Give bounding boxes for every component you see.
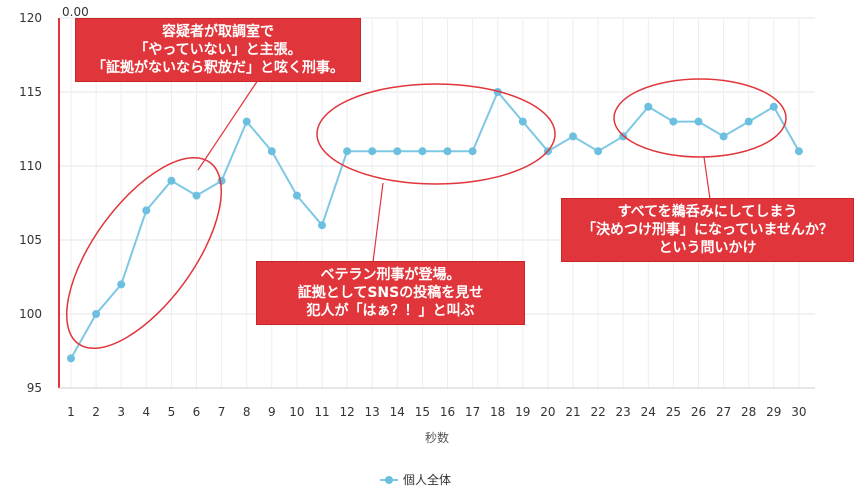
y-tick-label: 120: [19, 11, 42, 25]
x-tick-label: 6: [193, 405, 201, 419]
highlight-ellipse-rise: [65, 156, 223, 350]
data-point[interactable]: [744, 117, 753, 126]
data-point[interactable]: [569, 132, 577, 141]
data-point[interactable]: [368, 147, 377, 156]
data-point[interactable]: [343, 147, 352, 156]
x-tick-label: 5: [168, 405, 176, 419]
annotation-line: 容疑者が取調室で: [162, 24, 274, 40]
legend-label: 個人全体: [403, 472, 451, 487]
x-tick-label: 7: [218, 405, 226, 419]
data-point[interactable]: [393, 147, 402, 156]
data-point[interactable]: [719, 132, 728, 141]
y-tick-label: 95: [27, 381, 42, 395]
y-tick-label: 105: [19, 233, 42, 247]
data-point[interactable]: [242, 117, 251, 126]
x-tick-label: 1: [67, 405, 75, 419]
x-axis-title: 秒数: [425, 430, 449, 445]
x-tick-label: 19: [515, 405, 530, 419]
pointer-line: [703, 156, 711, 200]
data-point[interactable]: [443, 147, 452, 156]
annotation-line: 犯人が「はぁ？！」と叫ぶ: [306, 303, 475, 319]
x-tick-label: 27: [716, 405, 731, 419]
y-axis-ticks: 95 100 105 110 115 120: [19, 11, 42, 395]
data-point[interactable]: [67, 354, 75, 363]
x-tick-label: 16: [440, 405, 455, 419]
x-tick-label: 17: [465, 405, 480, 419]
data-point[interactable]: [769, 102, 778, 111]
x-tick-label: 22: [590, 405, 605, 419]
data-point[interactable]: [418, 147, 427, 156]
data-point[interactable]: [644, 102, 653, 111]
pointer-line: [197, 79, 259, 171]
data-point[interactable]: [167, 176, 176, 185]
highlight-ellipse-plateau: [316, 83, 556, 185]
annotation-line: ベテラン刑事が登場。: [320, 267, 461, 283]
x-tick-label: 9: [268, 405, 276, 419]
x-tick-label: 20: [540, 405, 555, 419]
x-tick-label: 13: [365, 405, 380, 419]
y-tick-label: 100: [19, 307, 42, 321]
x-tick-label: 21: [565, 405, 580, 419]
data-point[interactable]: [468, 147, 477, 156]
annotation-line: 証拠としてSNSの投稿を見せ: [297, 285, 484, 301]
x-tick-label: 11: [314, 405, 329, 419]
annotation-veteran: ベテラン刑事が登場。 証拠としてSNSの投稿を見せ 犯人が「はぁ？！」と叫ぶ: [256, 261, 525, 325]
x-tick-label: 30: [791, 405, 806, 419]
x-tick-label: 29: [766, 405, 781, 419]
highlight-layer: [65, 78, 787, 350]
data-point[interactable]: [217, 176, 226, 185]
data-point[interactable]: [518, 117, 527, 126]
data-point[interactable]: [117, 280, 126, 289]
x-tick-label: 26: [691, 405, 706, 419]
data-point[interactable]: [292, 191, 301, 200]
data-point[interactable]: [192, 191, 201, 200]
legend[interactable]: 個人全体: [380, 472, 451, 487]
x-tick-label: 3: [117, 405, 125, 419]
annotation-question: すべてを鵜呑みにしてしまう 「決めつけ刑事」になっていませんか？ という問いかけ: [561, 198, 854, 262]
x-tick-label: 15: [415, 405, 430, 419]
data-point[interactable]: [142, 206, 151, 215]
pointer-line: [372, 182, 384, 263]
x-tick-label: 4: [142, 405, 150, 419]
cursor-readout: 0.00: [62, 5, 89, 19]
y-tick-label: 115: [19, 85, 42, 99]
x-tick-label: 12: [339, 405, 354, 419]
annotation-line: 「決めつけ刑事」になっていませんか？: [582, 222, 833, 238]
x-tick-label: 24: [641, 405, 656, 419]
x-axis-ticks: 1 2 3 4 5 6 7 8 9 10 11 12 13 14 15 16 17 18 19 20 21 22 23 24 2…: [67, 405, 806, 419]
x-tick-label: 25: [666, 405, 681, 419]
series-line: [70, 90, 800, 359]
x-tick-label: 10: [289, 405, 304, 419]
annotation-line: という問いかけ: [658, 240, 757, 256]
x-tick-label: 2: [92, 405, 100, 419]
legend-marker-swatch: [385, 476, 393, 484]
x-tick-label: 23: [616, 405, 631, 419]
data-point[interactable]: [669, 117, 678, 126]
data-point[interactable]: [267, 147, 276, 156]
data-point[interactable]: [594, 147, 603, 156]
annotation-line: すべてを鵜呑みにしてしまう: [617, 204, 798, 220]
annotation-line: 「やっていない」と主張。: [134, 42, 302, 58]
x-tick-label: 8: [243, 405, 251, 419]
series-layer: [67, 88, 803, 363]
data-point[interactable]: [92, 310, 101, 318]
x-tick-label: 28: [741, 405, 756, 419]
data-point[interactable]: [318, 221, 326, 230]
highlight-ellipse-peaks: [613, 78, 787, 158]
y-tick-label: 110: [19, 159, 42, 173]
annotation-suspect: 容疑者が取調室で 「やっていない」と主張。 「証拠がないなら釈放だ」と呟く刑事。: [75, 18, 361, 82]
x-tick-label: 18: [490, 405, 505, 419]
x-tick-label: 14: [390, 405, 405, 419]
annotation-line: 「証拠がないなら釈放だ」と呟く刑事。: [92, 60, 344, 76]
data-point[interactable]: [694, 117, 703, 126]
data-point[interactable]: [794, 147, 803, 156]
